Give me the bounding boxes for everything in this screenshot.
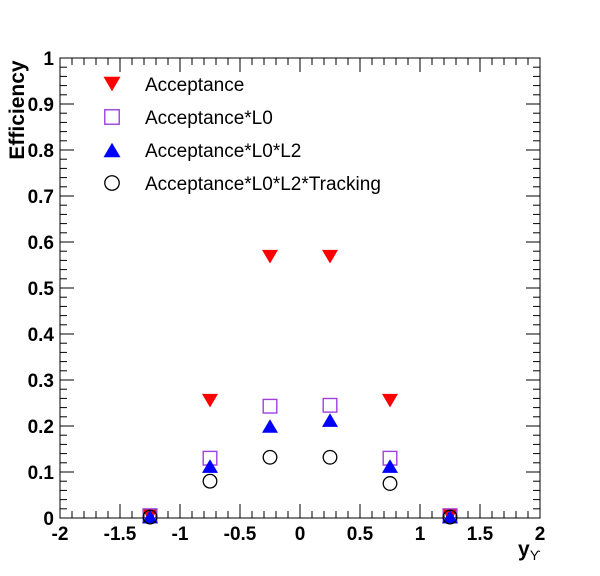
y-axis-title: Efficiency <box>6 60 29 160</box>
data-point <box>322 397 338 413</box>
y-tick-label: 0 <box>43 509 54 530</box>
data-point <box>322 449 338 465</box>
x-tick-label: -1.5 <box>104 524 137 545</box>
data-point <box>382 459 398 473</box>
data-point <box>262 249 278 264</box>
legend-marker <box>104 109 120 125</box>
x-tick-label: 1 <box>415 524 426 545</box>
data-point <box>442 509 458 524</box>
y-tick-label: 0.5 <box>28 279 55 300</box>
data-points <box>142 249 458 525</box>
data-point <box>142 509 158 525</box>
y-tick-label: 1 <box>43 49 54 70</box>
y-tick-label: 0.9 <box>28 95 54 116</box>
x-axis-title-main: y <box>518 538 530 561</box>
legend-marker <box>104 175 120 191</box>
axis-ticks <box>59 57 541 519</box>
x-tick-label: 0 <box>295 524 306 545</box>
y-tick-label: 0.1 <box>28 463 55 484</box>
legend-marker <box>103 76 121 92</box>
legend-label: Acceptance*L0*L2 <box>145 141 301 162</box>
data-point <box>142 509 158 524</box>
y-tick-label: 0.6 <box>28 233 54 254</box>
y-tick-label: 0.2 <box>28 417 54 438</box>
data-point <box>322 413 338 427</box>
legend-label: Acceptance*L0 <box>145 108 273 129</box>
data-point <box>382 476 398 491</box>
y-tick-label: 0.7 <box>28 187 54 208</box>
data-point <box>322 249 338 264</box>
x-tick-label: -1 <box>172 524 189 545</box>
data-point <box>382 393 398 408</box>
legend: Acceptance Acceptance*L0 Acceptance*L0*L2 A… <box>103 75 381 195</box>
y-tick-label: 0.8 <box>28 141 54 162</box>
x-axis-title: yϒ <box>518 538 541 563</box>
data-point <box>442 509 458 525</box>
x-tick-label: 0.5 <box>347 524 374 545</box>
series-2 <box>142 413 458 524</box>
series-0 <box>142 249 458 523</box>
legend-label: Acceptance <box>145 75 244 96</box>
data-point <box>262 398 278 414</box>
legend-marker <box>103 142 121 158</box>
data-point <box>262 449 278 465</box>
legend-label: Acceptance*L0*L2*Tracking <box>145 174 381 195</box>
x-tick-label: -2 <box>52 524 69 545</box>
data-point <box>262 419 278 433</box>
y-tick-label: 0.3 <box>28 371 54 392</box>
data-point <box>202 459 218 473</box>
x-tick-label: -0.5 <box>224 524 257 545</box>
x-axis-title-subscript: ϒ <box>530 547 541 563</box>
data-point <box>202 473 218 489</box>
plot-frame <box>59 57 541 519</box>
data-point <box>202 393 218 408</box>
x-tick-label: 1.5 <box>467 524 494 545</box>
y-tick-label: 0.4 <box>28 325 55 346</box>
series-1 <box>142 397 458 524</box>
tick-labels: -2 -1.5 -1 -0.5 0 0.5 1 1.5 2 0 0.1 0.2 0.3 0.4 0.5 0.6… <box>28 49 546 545</box>
series-3 <box>142 449 458 525</box>
x-tick-label: 2 <box>535 524 546 545</box>
